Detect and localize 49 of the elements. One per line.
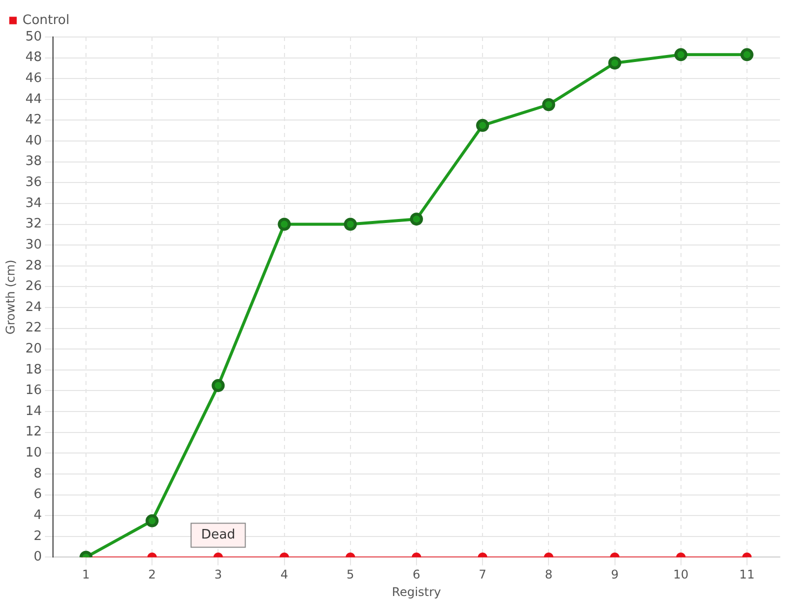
point (344, 218, 357, 231)
x-tick-label: 10 (673, 568, 688, 582)
point (476, 118, 490, 132)
x-tick-label: 7 (478, 568, 486, 582)
y-tick-label: 32 (25, 216, 42, 232)
y-tick-label: 12 (25, 424, 42, 440)
x-tick-label: 11 (739, 568, 755, 582)
y-tick-label: 10 (25, 446, 42, 461)
y-tick-label: 30 (25, 237, 42, 252)
y-tick-label: 42 (25, 112, 42, 128)
x-axis-title: Registry (392, 584, 442, 599)
y-tick-label: 38 (25, 154, 42, 170)
y-tick-label: 0 (34, 550, 42, 565)
x-tick-label: 9 (610, 568, 619, 582)
x-tick-label: 8 (544, 568, 552, 582)
x-tick-label: 2 (148, 568, 156, 582)
y-tick-label: 48 (25, 50, 42, 66)
legend-label: Control (22, 12, 70, 28)
y-tick-label: 26 (25, 279, 42, 294)
y-axis-title: Growth (cm) (3, 260, 18, 335)
y-tick-label: 8 (34, 466, 42, 482)
point (278, 218, 291, 231)
annotation: Dead (201, 528, 236, 543)
x-tick-label: 1 (82, 568, 90, 582)
y-tick-label: 6 (34, 487, 42, 502)
point (740, 48, 754, 62)
point (410, 212, 423, 226)
y-tick-label: 34 (25, 196, 42, 211)
y-tick-label: 50 (25, 29, 42, 44)
y-tick-label: 46 (25, 70, 42, 86)
y-tick-label: 22 (25, 320, 42, 336)
y-tick-label: 44 (25, 92, 42, 107)
x-tick-label: 5 (346, 568, 354, 582)
y-tick-label: 4 (34, 508, 42, 523)
y-tick-label: 20 (25, 341, 42, 356)
y-tick-label: 2 (34, 528, 42, 544)
y-tick-label: 36 (25, 175, 42, 190)
x-tick-label: 4 (280, 568, 288, 582)
x-tick-label: 6 (412, 568, 420, 582)
x-tick-label: 3 (214, 568, 222, 582)
y-tick-label: 18 (25, 362, 42, 378)
y-tick-label: 16 (25, 383, 42, 398)
y-tick-label: 14 (25, 404, 42, 419)
y-tick-label: 28 (25, 258, 42, 274)
point (674, 48, 688, 62)
y-tick-label: 40 (25, 133, 42, 148)
point (608, 56, 622, 70)
y-tick-label: 24 (25, 300, 42, 315)
point (542, 98, 556, 112)
